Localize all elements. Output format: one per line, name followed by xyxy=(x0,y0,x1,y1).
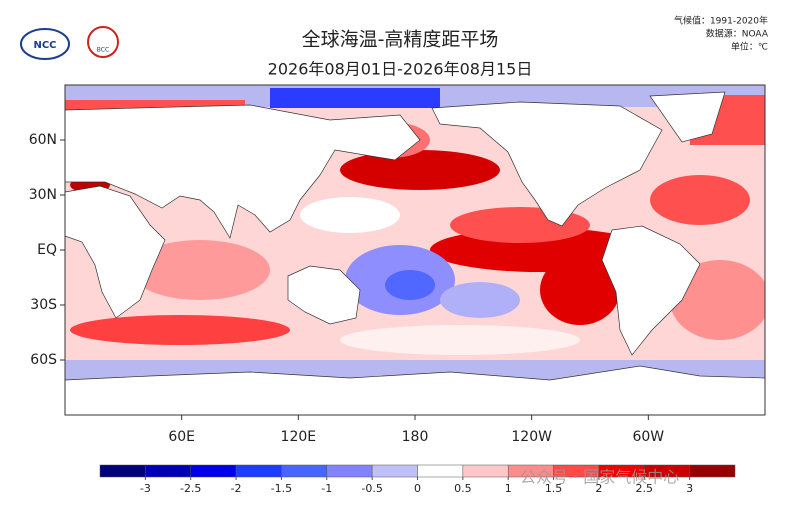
lon-tick-label: 60W xyxy=(632,429,664,445)
colorbar: -3 -2.5 -2 -1.5 -1 -0.5 0 0.5 1 1.5 2 2.5 3 xyxy=(99,464,736,495)
land xyxy=(287,265,361,325)
subtitle: 2026年08月01日-2026年08月15日 xyxy=(268,60,533,79)
colorbar-label: 0 xyxy=(414,482,421,495)
colorbar-label: 0.5 xyxy=(454,482,472,495)
colorbar-label: -3 xyxy=(140,482,151,495)
logo-text: NCC xyxy=(33,40,56,51)
land xyxy=(65,365,765,415)
land xyxy=(649,91,726,143)
note: 气候值：1991-2020年 xyxy=(674,15,768,27)
map-field xyxy=(65,85,765,415)
lon-tick-label: 120E xyxy=(281,429,317,445)
lat-tick-label: 30S xyxy=(30,297,57,313)
colorbar-segment xyxy=(462,464,509,478)
lon-tick-label: 60E xyxy=(168,429,195,445)
land xyxy=(601,225,701,356)
logo-ncc: NCC xyxy=(20,28,70,60)
logo-text: BCC xyxy=(97,47,109,54)
lat-tick-label: 60S xyxy=(30,352,57,368)
land xyxy=(65,185,166,319)
watermark: 公众号 · 国家气候中心 xyxy=(520,468,679,487)
colorbar-segment xyxy=(235,464,282,478)
colorbar-label: 1 xyxy=(505,482,512,495)
colorbar-label: 1.5 xyxy=(545,482,563,495)
land xyxy=(65,104,421,239)
land xyxy=(431,101,663,227)
colorbar-label: -1 xyxy=(321,482,332,495)
note: 单位：℃ xyxy=(731,41,768,53)
colorbar-segment xyxy=(99,464,146,478)
lat-tick-label: 60N xyxy=(29,132,57,148)
colorbar-segment xyxy=(281,464,328,478)
colorbar-segment xyxy=(190,464,237,478)
colorbar-label: -0.5 xyxy=(361,482,382,495)
colorbar-label: -2.5 xyxy=(180,482,201,495)
colorbar-segment xyxy=(145,464,191,478)
colorbar-segment xyxy=(689,464,736,478)
lat-tick-label: EQ xyxy=(37,242,57,258)
colorbar-label: -2 xyxy=(231,482,242,495)
axes: 60N 30N EQ 30S 60S 60E 120E 180 120W 60W xyxy=(29,132,665,445)
colorbar-segment xyxy=(417,464,464,478)
note: 数据源：NOAA xyxy=(706,28,769,40)
colorbar-segment xyxy=(371,464,418,478)
lon-tick-label: 180 xyxy=(402,429,429,445)
colorbar-label: 3 xyxy=(686,482,693,495)
colorbar-label: -1.5 xyxy=(271,482,292,495)
logo-bcc: BCC xyxy=(87,26,119,58)
colorbar-segment xyxy=(326,464,373,478)
colorbar-label: 2 xyxy=(595,482,602,495)
colorbar-label: 2.5 xyxy=(636,482,654,495)
lat-tick-label: 30N xyxy=(29,187,57,203)
title: 全球海温-高精度距平场 xyxy=(302,29,499,51)
lon-tick-label: 120W xyxy=(511,429,552,445)
